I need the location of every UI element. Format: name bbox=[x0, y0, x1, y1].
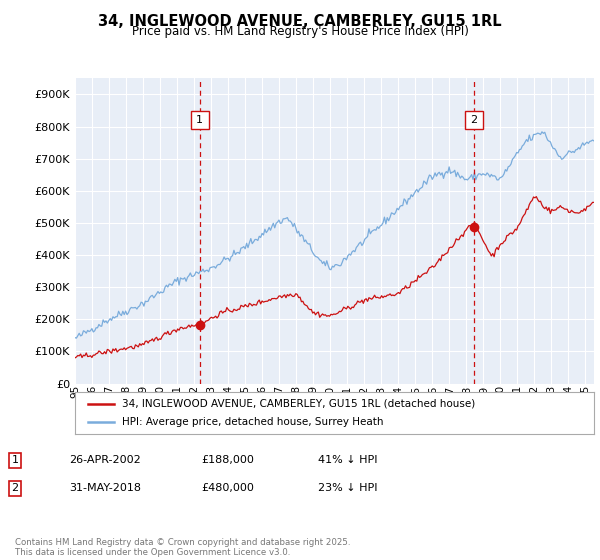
Text: £188,000: £188,000 bbox=[201, 455, 254, 465]
Text: 1: 1 bbox=[196, 115, 203, 125]
Text: £480,000: £480,000 bbox=[201, 483, 254, 493]
Text: 34, INGLEWOOD AVENUE, CAMBERLEY, GU15 1RL (detached house): 34, INGLEWOOD AVENUE, CAMBERLEY, GU15 1R… bbox=[122, 399, 475, 409]
Text: Price paid vs. HM Land Registry's House Price Index (HPI): Price paid vs. HM Land Registry's House … bbox=[131, 25, 469, 38]
Text: HPI: Average price, detached house, Surrey Heath: HPI: Average price, detached house, Surr… bbox=[122, 417, 383, 427]
Text: 41% ↓ HPI: 41% ↓ HPI bbox=[318, 455, 377, 465]
Text: 23% ↓ HPI: 23% ↓ HPI bbox=[318, 483, 377, 493]
Text: 2: 2 bbox=[11, 483, 19, 493]
Text: 31-MAY-2018: 31-MAY-2018 bbox=[69, 483, 141, 493]
Text: 34, INGLEWOOD AVENUE, CAMBERLEY, GU15 1RL: 34, INGLEWOOD AVENUE, CAMBERLEY, GU15 1R… bbox=[98, 14, 502, 29]
Text: 26-APR-2002: 26-APR-2002 bbox=[69, 455, 141, 465]
Text: Contains HM Land Registry data © Crown copyright and database right 2025.
This d: Contains HM Land Registry data © Crown c… bbox=[15, 538, 350, 557]
Text: 2: 2 bbox=[470, 115, 477, 125]
Text: 1: 1 bbox=[11, 455, 19, 465]
